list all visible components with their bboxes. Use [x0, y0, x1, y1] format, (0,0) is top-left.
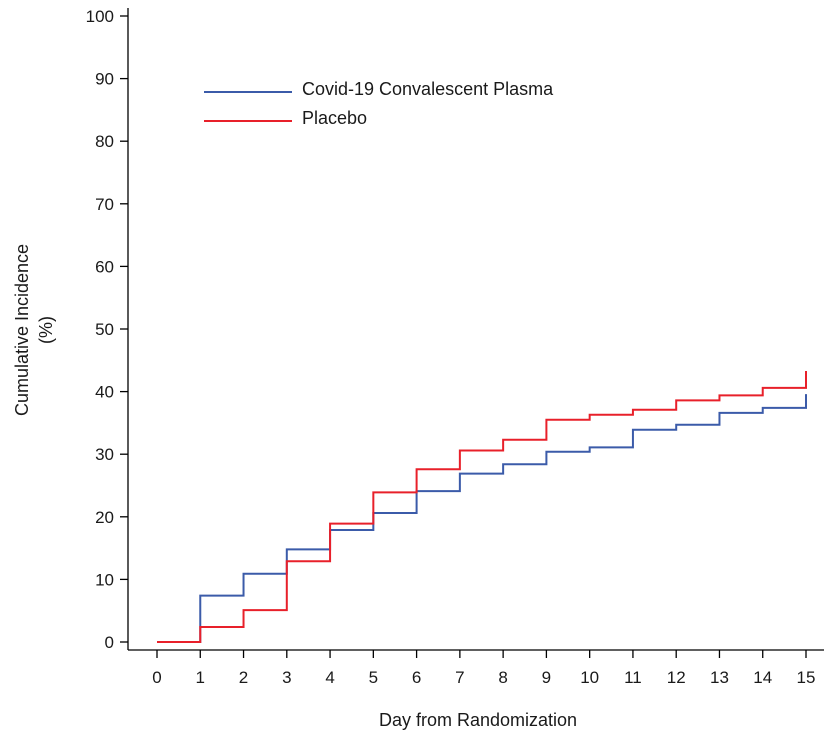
y-tick-label: 40: [95, 383, 114, 402]
series-line-placebo: [157, 370, 807, 643]
x-axis: 0 1 2 3 4 5 6 7 8 9 10 11 12 13 14 15: [128, 649, 824, 687]
x-tick-label: 2: [239, 668, 248, 687]
x-tick-label: 3: [282, 668, 291, 687]
y-tick-label: 50: [95, 320, 114, 339]
legend-label: Covid-19 Convalescent Plasma: [302, 79, 554, 99]
x-axis-title: Day from Randomization: [379, 710, 577, 730]
y-tick-label: 30: [95, 445, 114, 464]
x-tick-label: 10: [580, 668, 599, 687]
x-tick-label: 11: [624, 668, 642, 687]
y-tick-label: 90: [95, 70, 114, 89]
y-tick-label: 10: [95, 570, 114, 589]
series-line-plasma: [157, 394, 807, 643]
y-tick-label: 60: [95, 257, 114, 276]
x-tick-label: 13: [710, 668, 729, 687]
x-tick-label: 15: [797, 668, 816, 687]
x-tick-label: 1: [196, 668, 205, 687]
legend-label: Placebo: [302, 108, 367, 128]
y-tick-label: 20: [95, 508, 114, 527]
x-tick-label: 14: [753, 668, 772, 687]
x-tick-label: 8: [498, 668, 507, 687]
x-tick-label: 12: [667, 668, 686, 687]
y-tick-label: 0: [105, 633, 114, 652]
x-tick-label: 9: [542, 668, 551, 687]
x-tick-label: 5: [369, 668, 378, 687]
legend: Covid-19 Convalescent Plasma Placebo: [204, 79, 554, 128]
x-tick-label: 4: [325, 668, 334, 687]
y-axis: 0 10 20 30 40 50 60 70 80 90 100: [86, 7, 129, 652]
y-tick-label: 100: [86, 7, 114, 26]
x-tick-label: 6: [412, 668, 421, 687]
x-tick-label: 7: [455, 668, 464, 687]
plot-area: [157, 370, 807, 643]
y-tick-label: 80: [95, 132, 114, 151]
y-tick-label: 70: [95, 195, 114, 214]
y-axis-unit: (%): [36, 316, 56, 344]
y-axis-title: Cumulative Incidence: [12, 244, 32, 416]
x-tick-label: 0: [152, 668, 161, 687]
